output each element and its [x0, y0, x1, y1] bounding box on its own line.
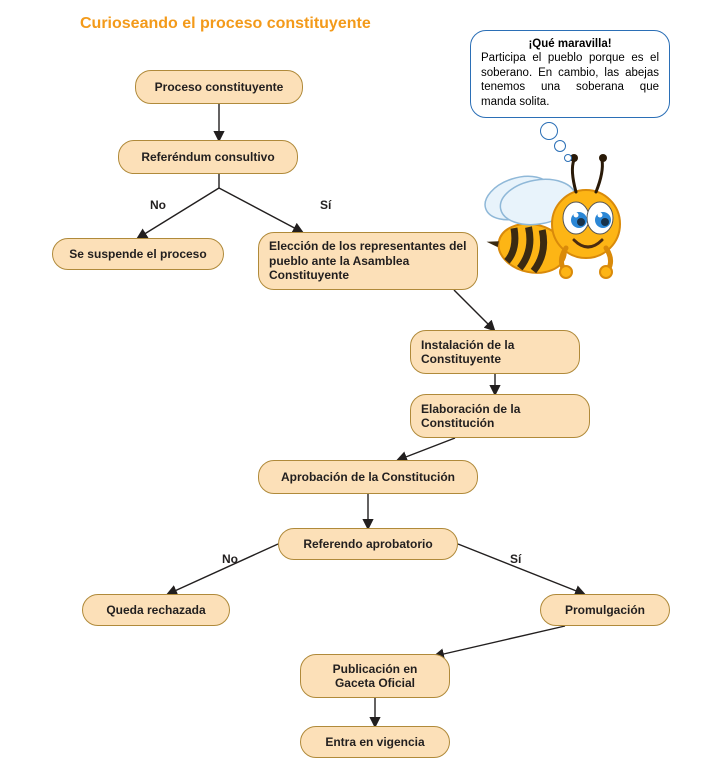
- branch-label: No: [150, 198, 166, 212]
- branch-label: No: [222, 552, 238, 566]
- page-title: Curioseando el proceso constituyente: [80, 15, 371, 33]
- thought-bubble: ¡Qué maravilla! Participa el pueblo porq…: [470, 30, 670, 118]
- flowchart-node: Referendo aprobatorio: [278, 528, 458, 560]
- flowchart-node: Entra en vigencia: [300, 726, 450, 758]
- flowchart-node: Proceso constituyente: [135, 70, 303, 104]
- flowchart-node: Publicación en Gaceta Oficial: [300, 654, 450, 698]
- flowchart-node: Elección de los representantes del puebl…: [258, 232, 478, 290]
- flowchart-node: Referéndum consultivo: [118, 140, 298, 174]
- flowchart-canvas: Curioseando el proceso constituyente ¡Qu…: [0, 0, 707, 766]
- flowchart-node: Instalación de la Constituyente: [410, 330, 580, 374]
- branch-label: Sí: [320, 198, 331, 212]
- thought-title: ¡Qué maravilla!: [481, 37, 659, 51]
- thought-bubble-dot: [564, 154, 572, 162]
- flowchart-node: Promulgación: [540, 594, 670, 626]
- bee-icon: [480, 140, 640, 290]
- flowchart-node: Elaboración de la Constitución: [410, 394, 590, 438]
- flowchart-node: Aprobación de la Constitución: [258, 460, 478, 494]
- thought-bubble-dot: [540, 122, 558, 140]
- flowchart-node: Queda rechazada: [82, 594, 230, 626]
- flowchart-node: Se suspende el proceso: [52, 238, 224, 270]
- branch-label: Sí: [510, 552, 521, 566]
- thought-bubble-dot: [554, 140, 566, 152]
- thought-text: Participa el pueblo porque es el soberan…: [481, 51, 659, 109]
